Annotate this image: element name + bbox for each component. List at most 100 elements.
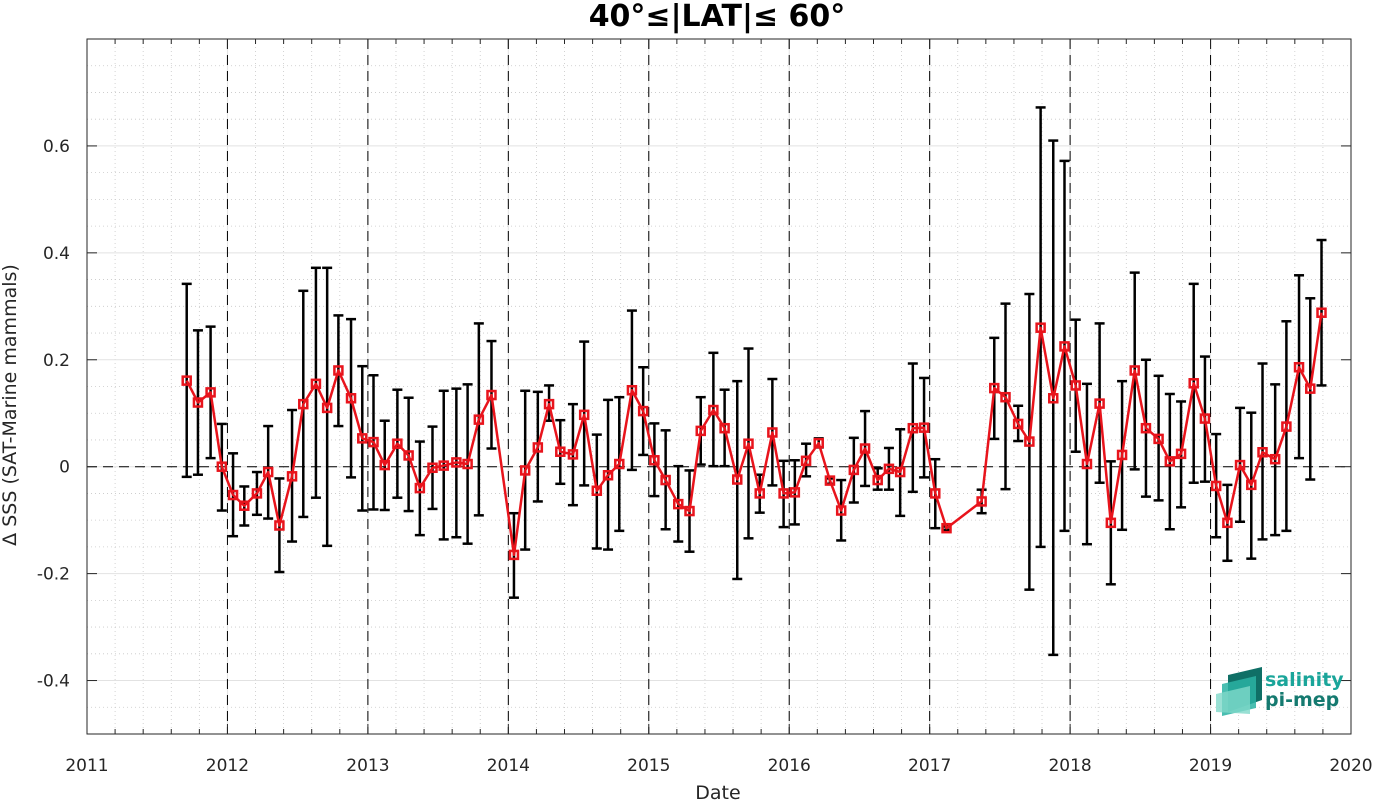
data-point (473, 414, 485, 425)
data-point (719, 422, 730, 434)
data-point (591, 485, 603, 496)
x-tick-label: 2015 (627, 756, 670, 776)
data-point (813, 437, 824, 449)
x-tick-label: 2014 (487, 756, 530, 776)
data-point (274, 520, 285, 531)
data-point (883, 463, 895, 475)
data-point (239, 500, 250, 511)
y-tick-label: 0.2 (43, 351, 70, 371)
logo-text-pi-mep: pi-mep (1265, 689, 1339, 711)
data-point (181, 375, 192, 386)
year-separators (226, 39, 1212, 734)
data-point (1094, 398, 1105, 409)
data-point (508, 549, 520, 561)
data-point (767, 427, 778, 438)
logo-text-salinity: salinity (1265, 669, 1344, 691)
data-point (519, 465, 531, 476)
data-point (379, 459, 390, 471)
data-point (543, 398, 555, 410)
data-point (205, 387, 216, 398)
y-tick-labels: -0.4 -0.2 0 0.2 0.4 0.6 (37, 137, 70, 692)
x-tick-label: 2017 (908, 756, 951, 776)
data-point (660, 474, 671, 486)
data-point (930, 488, 941, 499)
y-axis-label: Δ SSS (SAT-Marine mammals) (0, 264, 21, 546)
y-tick-label: -0.2 (37, 565, 70, 585)
x-tick-label: 2013 (346, 756, 389, 776)
plot-frame (86, 38, 1352, 735)
data-point (778, 488, 789, 499)
data-point (1234, 459, 1246, 471)
data-point (859, 443, 871, 454)
x-tick-label: 2016 (768, 756, 811, 776)
data-point (1222, 517, 1233, 529)
data-point (567, 449, 579, 460)
data-point (614, 458, 625, 470)
data-point (1293, 362, 1305, 373)
data-point (286, 471, 298, 482)
x-tick-label: 2018 (1048, 756, 1091, 776)
data-point (1012, 418, 1024, 430)
data-point (754, 488, 765, 499)
chart-title: 40°≤|LAT|≤ 60° (589, 0, 846, 34)
data-point (262, 466, 274, 478)
data-point (695, 425, 706, 437)
data-point (824, 475, 836, 486)
data-point (1116, 449, 1128, 461)
data-point (989, 382, 1000, 394)
data-point (1246, 479, 1257, 491)
data-point (368, 436, 379, 448)
data-point (1081, 458, 1093, 470)
data-point (1305, 383, 1316, 394)
data-point (1059, 341, 1070, 352)
data-point (708, 404, 719, 416)
x-tick-label: 2019 (1189, 756, 1232, 776)
data-point (1175, 448, 1187, 460)
data-point (414, 482, 426, 494)
data-point (1188, 378, 1199, 389)
data-point (732, 474, 743, 485)
data-point (357, 433, 368, 444)
data-point (1164, 456, 1176, 467)
data-point (941, 522, 952, 534)
data-point (743, 438, 754, 449)
data-point (1000, 391, 1011, 403)
y-tick-label: -0.4 (37, 672, 70, 692)
y-tick-label: 0.4 (43, 244, 70, 264)
data-point (227, 489, 239, 501)
data-point (637, 405, 649, 417)
data-point (462, 458, 473, 470)
data-point (345, 393, 357, 404)
data-point (626, 384, 638, 396)
data-point (602, 469, 614, 481)
x-axis-label: Date (695, 782, 740, 801)
data-point (403, 450, 414, 461)
data-point (578, 409, 590, 421)
data-point (1048, 393, 1059, 404)
data-point (1199, 413, 1211, 424)
data-point (789, 487, 801, 498)
data-point (251, 488, 263, 499)
data-point (872, 474, 883, 486)
x-tick-label: 2012 (206, 756, 249, 776)
data-point (894, 466, 906, 478)
data-point (673, 498, 684, 510)
data-point (310, 378, 322, 390)
data-point (976, 496, 987, 507)
data-point (1129, 365, 1140, 376)
data-point (192, 397, 204, 408)
data-point (1316, 307, 1327, 318)
data-point (532, 442, 544, 453)
x-tick-label: 2011 (65, 756, 108, 776)
axis-ticks (86, 39, 1352, 734)
data-point (1035, 322, 1046, 333)
data-point (427, 462, 438, 474)
data-point (1210, 480, 1222, 492)
data-point (333, 365, 344, 376)
y-tick-label: 0.6 (43, 137, 70, 157)
data-point (1105, 517, 1117, 529)
data-point (486, 389, 497, 401)
data-point (392, 438, 403, 449)
data-point (1070, 380, 1081, 391)
